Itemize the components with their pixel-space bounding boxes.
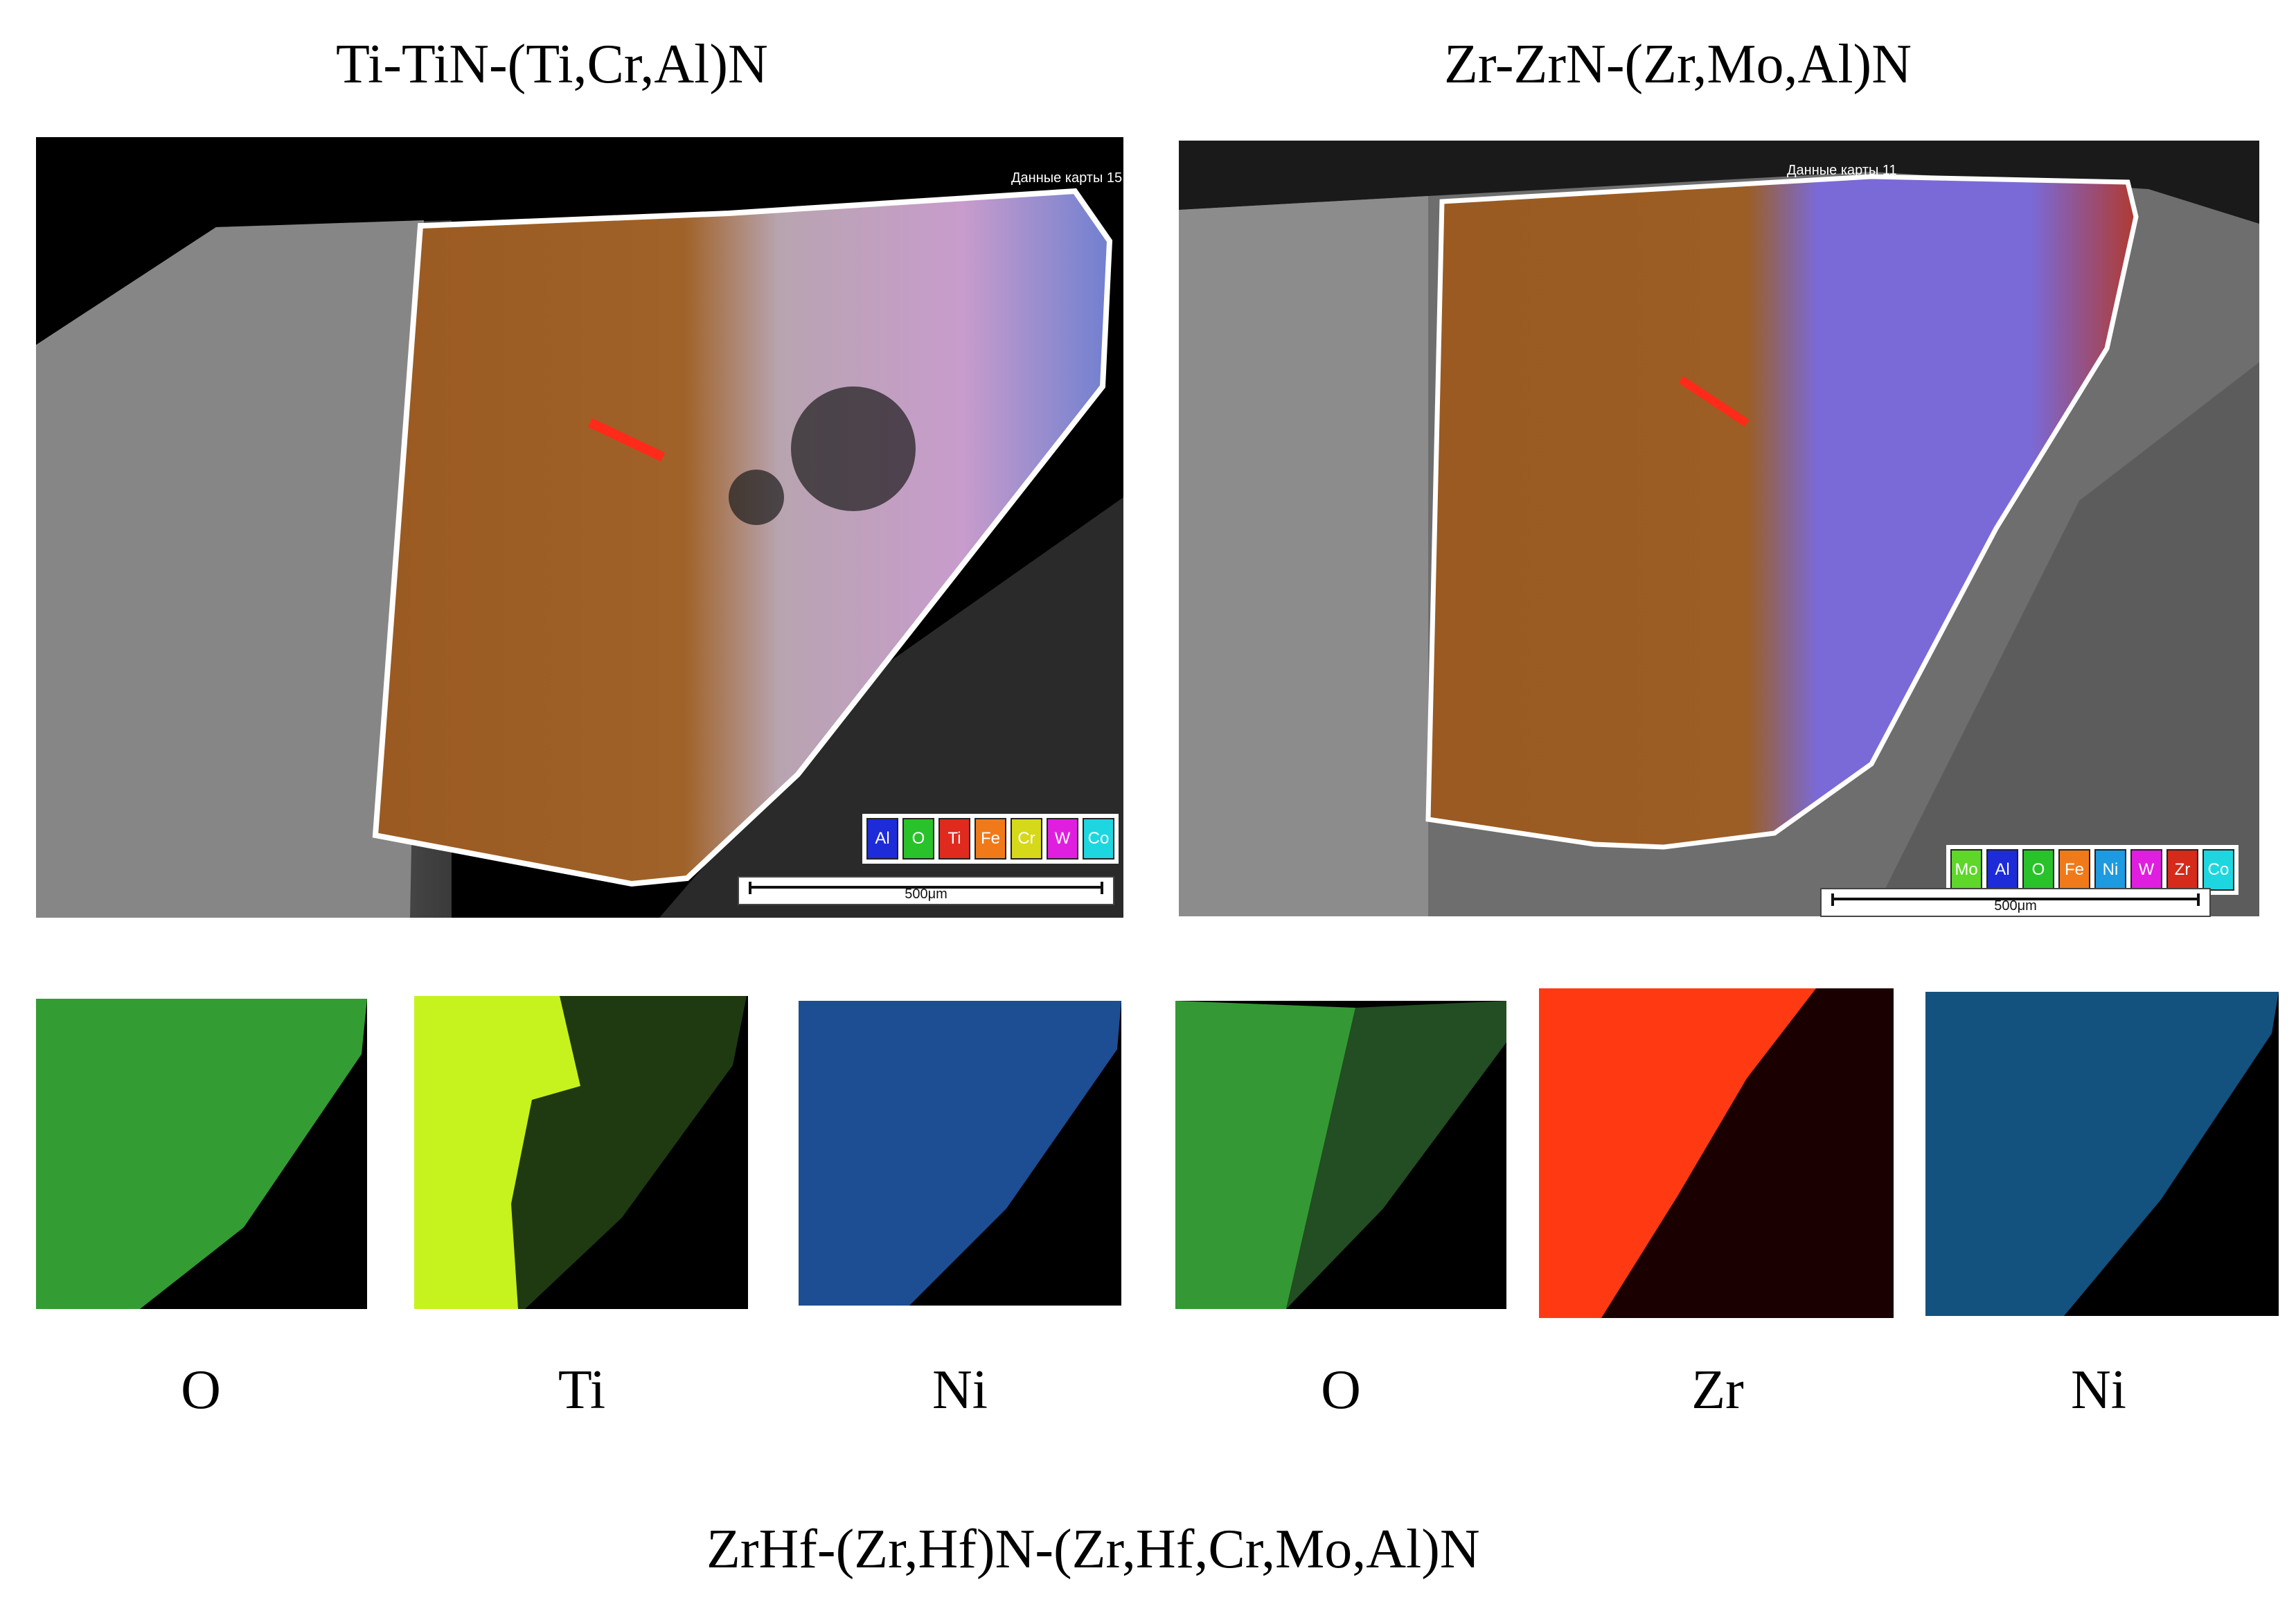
right-legend-chip-al: Al	[1986, 849, 2018, 891]
element-label-o-right: O	[1321, 1360, 1361, 1421]
left-legend-chip-cr: Cr	[1011, 818, 1042, 860]
element-map-o-right	[1175, 1001, 1506, 1309]
element-label-o-left: O	[181, 1360, 221, 1421]
element-map-ni-left	[799, 1001, 1121, 1306]
left-legend-chip-co: Co	[1083, 818, 1114, 860]
right-legend-chip-mo: Mo	[1950, 849, 1982, 891]
right-scale-bar: 500μm	[1820, 888, 2211, 917]
left-legend-chip-w: W	[1047, 818, 1078, 860]
right-legend-chip-zr: Zr	[2166, 849, 2198, 891]
element-map-ti	[414, 996, 748, 1309]
left-legend-chip-o: O	[902, 818, 934, 860]
title-bottom: ZrHf-(Zr,Hf)N-(Zr,Hf,Cr,Mo,Al)N	[706, 1519, 1480, 1580]
left-legend-chip-fe: Fe	[975, 818, 1006, 860]
element-map-zr	[1539, 988, 1894, 1318]
right-legend-chip-o: O	[2022, 849, 2054, 891]
right-composite-map	[1179, 141, 2259, 916]
left-map-header: Данные карты 15	[1011, 170, 1123, 186]
left-legend-chip-ti: Ti	[938, 818, 970, 860]
title-left: Ti-TiN-(Ti,Cr,Al)N	[336, 34, 768, 95]
right-legend-chip-w: W	[2130, 849, 2162, 891]
right-map-header: Данные карты 11	[1787, 163, 1897, 178]
left-map-legend: Al O Ti Fe Cr W Co	[862, 814, 1119, 864]
right-legend-chip-ni: Ni	[2094, 849, 2126, 891]
right-legend-chip-fe: Fe	[2058, 849, 2090, 891]
right-legend-chip-co: Co	[2202, 849, 2234, 891]
left-scale-label: 500μm	[905, 887, 947, 902]
left-legend-chip-al: Al	[866, 818, 898, 860]
element-label-ti: Ti	[558, 1360, 606, 1421]
left-scale-bar: 500μm	[738, 876, 1114, 905]
right-scale-label: 500μm	[1994, 898, 2037, 914]
element-map-ni-right	[1925, 992, 2279, 1316]
left-composite-map	[36, 137, 1123, 918]
element-label-ni-right: Ni	[2071, 1360, 2126, 1421]
title-right: Zr-ZrN-(Zr,Mo,Al)N	[1444, 34, 1912, 95]
element-label-ni-left: Ni	[932, 1360, 988, 1421]
element-map-o-left	[36, 999, 367, 1309]
element-label-zr: Zr	[1691, 1360, 1744, 1421]
